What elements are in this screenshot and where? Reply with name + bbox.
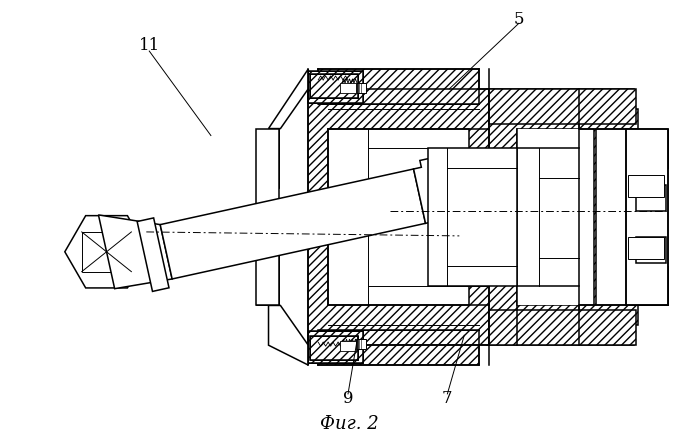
Bar bbox=[256, 129, 280, 188]
Bar bbox=[628, 175, 664, 197]
Bar bbox=[308, 71, 363, 103]
Bar bbox=[318, 69, 480, 104]
Bar bbox=[626, 129, 668, 168]
Bar bbox=[310, 336, 358, 360]
Bar bbox=[308, 331, 363, 363]
Text: 5: 5 bbox=[514, 11, 524, 28]
Bar bbox=[628, 218, 666, 266]
Bar bbox=[626, 266, 668, 305]
Text: 11: 11 bbox=[138, 37, 160, 53]
Bar bbox=[517, 129, 594, 305]
Bar bbox=[517, 129, 579, 305]
Bar bbox=[626, 146, 666, 288]
Bar bbox=[626, 129, 668, 305]
Bar bbox=[489, 89, 636, 124]
Bar bbox=[310, 74, 358, 98]
Polygon shape bbox=[268, 305, 308, 365]
Bar bbox=[356, 83, 366, 93]
Bar bbox=[636, 185, 666, 211]
Polygon shape bbox=[414, 156, 456, 228]
Bar bbox=[628, 148, 666, 286]
Bar bbox=[428, 148, 517, 286]
Polygon shape bbox=[65, 215, 148, 288]
Bar bbox=[628, 237, 664, 259]
Bar bbox=[489, 311, 636, 345]
Bar bbox=[338, 79, 356, 97]
Polygon shape bbox=[160, 169, 426, 279]
Bar bbox=[308, 331, 363, 363]
Bar bbox=[636, 237, 666, 263]
Bar bbox=[82, 232, 131, 272]
Bar bbox=[256, 246, 280, 305]
Text: Фиг. 2: Фиг. 2 bbox=[319, 415, 378, 433]
Bar bbox=[310, 336, 358, 360]
Bar bbox=[308, 71, 363, 103]
Bar bbox=[517, 148, 577, 286]
Text: 7: 7 bbox=[442, 390, 453, 407]
Bar bbox=[340, 83, 356, 93]
Bar bbox=[596, 129, 638, 305]
Bar bbox=[487, 89, 634, 345]
Text: 9: 9 bbox=[343, 390, 353, 407]
Bar bbox=[356, 339, 366, 349]
Bar bbox=[308, 89, 489, 345]
Polygon shape bbox=[99, 215, 172, 289]
Bar bbox=[628, 148, 666, 208]
Bar bbox=[256, 129, 280, 305]
Polygon shape bbox=[137, 218, 169, 291]
Polygon shape bbox=[268, 69, 308, 129]
Bar bbox=[626, 129, 668, 305]
Bar bbox=[368, 148, 480, 286]
Bar bbox=[340, 341, 356, 351]
Bar bbox=[579, 109, 638, 325]
Bar bbox=[328, 129, 469, 305]
Bar bbox=[318, 330, 480, 365]
Bar bbox=[310, 74, 358, 98]
Bar bbox=[338, 339, 356, 357]
